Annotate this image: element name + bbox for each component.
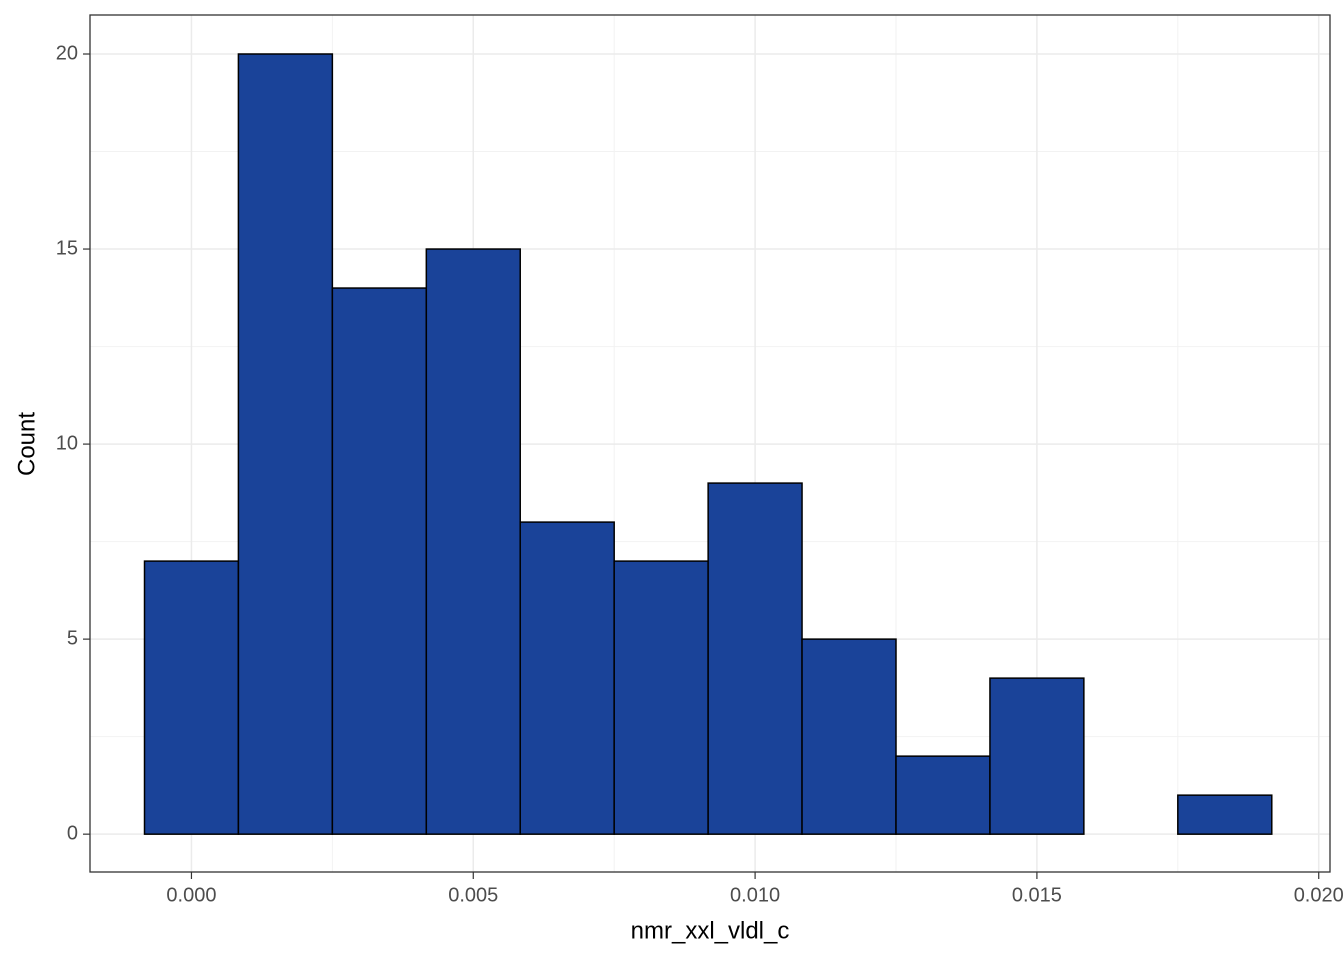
x-tick-label: 0.005 [448,884,498,906]
bar [989,677,1085,835]
x-axis-label: nmr_xxl_vldl_c [631,917,790,944]
x-tick-label: 0.015 [1012,884,1062,906]
bar [425,248,521,835]
bar [613,560,709,835]
x-tick-label: 0.000 [166,884,216,906]
y-axis-label: Count [13,412,40,476]
bar [143,560,240,835]
bar [707,482,803,835]
bar [801,638,897,835]
y-tick-label: 20 [56,42,78,64]
bar [519,521,615,835]
bar [1177,794,1273,835]
bar [331,287,428,835]
y-tick-label: 10 [56,432,78,454]
y-tick-label: 15 [56,237,78,259]
y-tick-label: 5 [67,627,78,649]
x-tick-label: 0.010 [730,884,780,906]
bar [237,53,334,835]
x-tick-label: 0.020 [1294,884,1344,906]
y-tick-label: 0 [67,822,78,844]
panel-border [89,14,1331,873]
bar [895,755,991,835]
